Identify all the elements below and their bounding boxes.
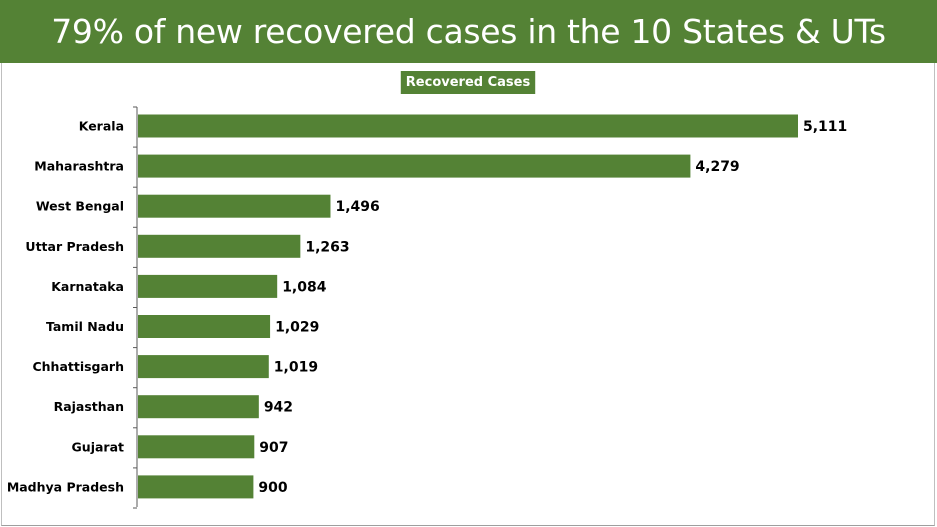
bar — [138, 194, 331, 218]
data-label: 1,496 — [335, 199, 379, 215]
category-label: Kerala — [79, 119, 124, 134]
category-label: Maharashtra — [34, 159, 124, 174]
category-label: Chhattisgarh — [32, 359, 124, 374]
data-label: 1,263 — [305, 239, 349, 255]
category-label: Uttar Pradesh — [25, 239, 124, 254]
chart-title-badge — [400, 71, 536, 94]
bar — [138, 274, 278, 298]
bar — [138, 315, 271, 338]
bar — [138, 395, 259, 419]
data-label: 900 — [258, 480, 287, 496]
bar — [138, 435, 255, 459]
data-label: 4,279 — [695, 159, 739, 175]
category-label: Tamil Nadu — [46, 319, 124, 334]
data-label: 942 — [264, 400, 293, 416]
category-label: Gujarat — [72, 439, 124, 454]
title-bar: 79% of new recovered cases in the 10 Sta… — [0, 0, 937, 63]
page-title: 79% of new recovered cases in the 10 Sta… — [51, 12, 886, 51]
category-label: West Bengal — [36, 199, 124, 214]
chart-frame — [1, 63, 935, 526]
data-label: 1,019 — [274, 360, 318, 376]
bar — [138, 114, 798, 138]
data-label: 5,111 — [803, 119, 847, 135]
chart-title: Recovered Cases — [406, 75, 531, 90]
category-label: Madhya Pradesh — [7, 479, 124, 494]
data-label: 907 — [259, 440, 288, 456]
bar — [138, 234, 301, 258]
category-label: Rajasthan — [54, 399, 124, 414]
bar — [138, 154, 691, 178]
bar — [138, 475, 254, 499]
data-label: 1,029 — [275, 320, 319, 336]
data-label: 1,084 — [282, 279, 327, 295]
bar — [138, 355, 269, 379]
category-label: Karnataka — [51, 279, 124, 294]
